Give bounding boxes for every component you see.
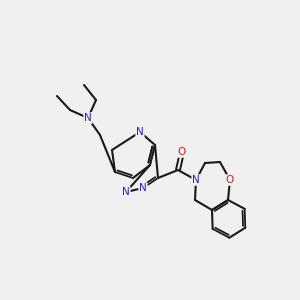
Text: N: N [122, 187, 130, 197]
Text: N: N [139, 183, 147, 193]
Text: N: N [136, 127, 144, 137]
Text: N: N [84, 113, 92, 123]
Text: N: N [192, 175, 200, 185]
Text: O: O [226, 175, 234, 185]
Text: O: O [178, 147, 186, 157]
